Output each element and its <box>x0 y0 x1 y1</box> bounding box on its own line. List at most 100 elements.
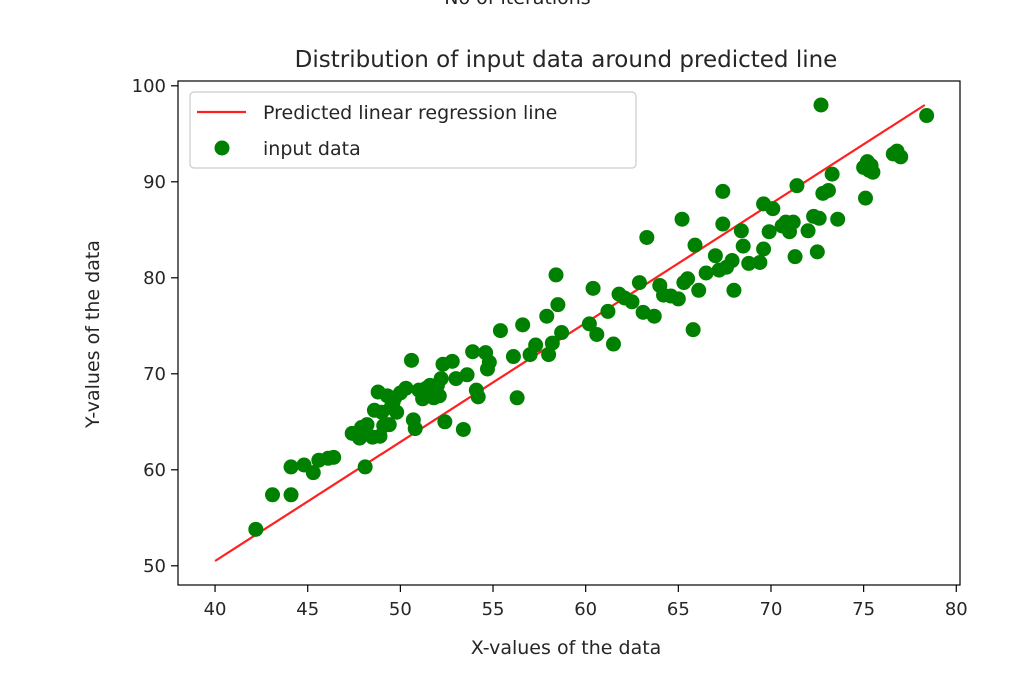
data-point <box>550 297 566 313</box>
data-point <box>265 487 281 503</box>
data-point <box>680 271 696 287</box>
data-point <box>509 390 525 406</box>
data-point <box>824 166 840 182</box>
data-point <box>756 241 772 257</box>
data-point <box>857 190 873 206</box>
data-point <box>811 210 827 226</box>
data-point <box>726 282 742 298</box>
data-point <box>470 389 486 405</box>
data-point <box>919 108 935 124</box>
legend-marker-swatch <box>214 140 230 156</box>
data-point <box>865 164 881 180</box>
data-point <box>398 380 414 396</box>
cut-off-heading: No of iterations <box>0 0 1035 9</box>
data-point <box>431 388 447 404</box>
data-point <box>548 267 564 283</box>
data-point <box>581 316 597 332</box>
data-point <box>674 211 690 227</box>
x-tick-label: 45 <box>296 599 319 620</box>
y-tick-label: 70 <box>143 364 166 385</box>
data-point <box>600 303 616 319</box>
data-point <box>733 223 749 239</box>
data-point <box>539 308 555 324</box>
data-point <box>787 249 803 265</box>
data-point <box>541 347 557 363</box>
data-point <box>248 521 264 537</box>
data-point <box>357 459 373 475</box>
data-point <box>893 149 909 165</box>
data-point <box>554 325 570 341</box>
data-point <box>492 323 508 339</box>
data-point <box>407 421 423 437</box>
x-tick-label: 60 <box>574 599 597 620</box>
legend-label: Predicted linear regression line <box>263 102 557 124</box>
legend: Predicted linear regression line input da… <box>189 91 637 169</box>
marks-layer <box>214 97 935 562</box>
x-tick-label: 65 <box>667 599 690 620</box>
data-point <box>326 449 342 465</box>
data-point <box>715 216 731 232</box>
data-point <box>403 352 419 368</box>
chart-title: Distribution of input data around predic… <box>295 47 838 73</box>
data-point <box>639 229 655 245</box>
data-point <box>283 487 299 503</box>
data-point <box>605 336 621 352</box>
data-point <box>685 322 701 338</box>
data-point <box>707 248 723 264</box>
data-point <box>481 354 497 370</box>
data-point <box>455 421 471 437</box>
y-tick-label: 80 <box>143 268 166 289</box>
y-tick-label: 50 <box>143 556 166 577</box>
data-point <box>670 291 686 307</box>
y-tick-label: 100 <box>132 76 166 97</box>
data-point <box>765 201 781 217</box>
x-tick-label: 50 <box>389 599 412 620</box>
data-point <box>544 335 560 351</box>
x-tick-label: 75 <box>852 599 875 620</box>
x-tick-label: 70 <box>760 599 783 620</box>
data-point <box>800 223 816 239</box>
y-tick-label: 90 <box>143 172 166 193</box>
data-point <box>444 353 460 369</box>
data-point <box>389 404 405 420</box>
data-point <box>359 417 375 433</box>
data-point <box>687 237 703 253</box>
y-axis-label: Y-values of the data <box>82 240 104 429</box>
data-point <box>830 211 846 227</box>
data-point <box>433 371 449 387</box>
data-point <box>515 317 531 333</box>
data-point <box>646 308 662 324</box>
data-point <box>809 244 825 260</box>
y-tick-label: 60 <box>143 460 166 481</box>
ticks-layer: 40 45 50 55 60 65 70 75 80 50 60 70 80 90 100 <box>132 76 968 620</box>
data-point <box>465 344 481 360</box>
data-point <box>715 183 731 199</box>
data-point <box>813 97 829 113</box>
data-point <box>752 254 768 270</box>
data-point <box>585 280 601 296</box>
data-point <box>789 178 805 194</box>
data-point <box>589 326 605 342</box>
data-point <box>283 459 299 475</box>
data-point <box>528 337 544 353</box>
data-point <box>459 367 475 383</box>
regression-line <box>214 104 926 562</box>
data-point <box>785 214 801 230</box>
legend-label: input data <box>263 138 361 160</box>
data-point <box>820 182 836 198</box>
data-point <box>437 414 453 430</box>
x-tick-label: 40 <box>204 599 227 620</box>
x-tick-label: 80 <box>945 599 968 620</box>
data-point <box>631 275 647 291</box>
data-point <box>724 253 740 269</box>
data-point <box>698 265 714 281</box>
data-point <box>761 224 777 240</box>
data-point <box>381 417 397 433</box>
data-point <box>305 465 321 481</box>
axes-frame <box>177 80 961 586</box>
data-point <box>691 282 707 298</box>
data-point <box>505 349 521 365</box>
data-point <box>735 238 751 254</box>
legend-box <box>189 91 637 169</box>
x-axis-label: X-values of the data <box>471 637 662 659</box>
